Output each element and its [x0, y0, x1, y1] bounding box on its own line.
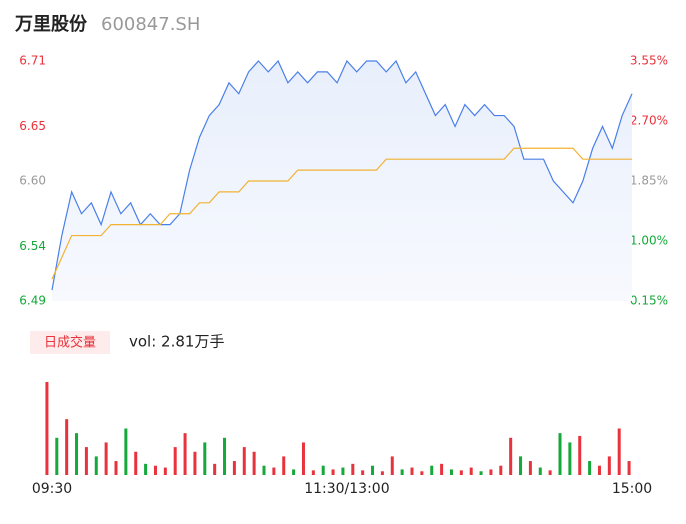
volume-bar: [627, 461, 631, 475]
volume-bar: [94, 456, 98, 475]
volume-bar: [479, 471, 483, 475]
volume-bar: [449, 469, 453, 475]
volume-bar: [282, 456, 286, 475]
volume-bar: [203, 442, 207, 475]
volume-bar: [509, 437, 513, 475]
volume-bar: [371, 465, 375, 475]
volume-bar: [351, 463, 355, 475]
volume-bar: [321, 465, 325, 475]
volume-bar: [380, 471, 384, 475]
volume-bar: [548, 470, 552, 475]
volume-bar: [597, 465, 601, 475]
volume-bar: [242, 447, 246, 475]
volume-bar: [163, 467, 167, 475]
volume-bar: [252, 451, 256, 475]
volume-bar: [104, 442, 108, 475]
volume-bar: [232, 461, 236, 475]
volume-bar: [410, 467, 414, 475]
volume-bar: [400, 469, 404, 475]
volume-bar: [528, 461, 532, 475]
x-tick-label: 15:00: [612, 481, 652, 497]
volume-bar: [124, 428, 128, 475]
y-tick-label: 6.71: [19, 54, 46, 68]
x-tick-label: 11:30/13:00: [304, 481, 389, 497]
stock-name: 万里股份: [14, 13, 88, 35]
volume-bar: [420, 471, 424, 475]
y-tick-label: 6.54: [19, 239, 46, 253]
volume-title: 日成交量: [44, 335, 96, 351]
volume-bar: [489, 469, 493, 475]
y2-tick-label: 1.00%: [630, 234, 668, 248]
volume-bar: [341, 467, 345, 475]
volume-bar: [134, 451, 138, 475]
volume-bar: [361, 470, 365, 475]
volume-bar: [114, 461, 118, 475]
volume-bar: [578, 435, 582, 475]
x-tick-label: 09:30: [32, 481, 72, 497]
volume-bar: [272, 467, 276, 475]
volume-bar: [75, 433, 79, 475]
volume-bar: [568, 442, 572, 475]
volume-bar: [301, 442, 305, 475]
volume-bar: [499, 465, 503, 475]
volume-bar: [558, 433, 562, 475]
average-line: [51, 147, 632, 280]
volume-bar: [617, 428, 621, 475]
volume-bar: [45, 382, 49, 475]
volume-bar: [588, 461, 592, 475]
stock-code: 600847.SH: [101, 14, 200, 35]
volume-bar: [459, 470, 463, 475]
volume-bar: [213, 463, 217, 475]
volume-bar: [469, 467, 473, 475]
volume-bar: [183, 433, 187, 475]
volume-badge: [30, 331, 110, 354]
volume-summary: vol: 2.81万手: [129, 333, 224, 351]
volume-bar: [65, 419, 69, 475]
y-tick-label: 6.60: [19, 174, 46, 188]
volume-bar: [331, 469, 335, 475]
volume-bar: [311, 470, 315, 475]
y2-tick-label: 1.85%: [630, 174, 668, 188]
volume-bar: [538, 467, 542, 475]
price-area: [52, 61, 632, 301]
volume-bar: [193, 451, 197, 475]
volume-bar: [223, 437, 227, 475]
volume-bar: [262, 465, 266, 475]
y2-tick-label: 3.55%: [630, 54, 668, 68]
volume-bar: [390, 456, 394, 475]
volume-bar: [173, 447, 177, 475]
y-tick-label: 6.65: [19, 119, 46, 133]
volume-bar: [607, 456, 611, 475]
y-tick-label: 6.49: [19, 294, 46, 308]
volume-bar: [55, 437, 59, 475]
y2-tick-label: 0.15%: [630, 294, 668, 308]
volume-bar: [440, 463, 444, 475]
volume-bar: [144, 463, 148, 475]
volume-bar: [153, 465, 157, 475]
y2-tick-label: 2.70%: [630, 114, 668, 128]
volume-bar: [292, 469, 296, 475]
volume-bar: [519, 456, 523, 475]
volume-bar: [84, 447, 88, 475]
volume-bar: [430, 465, 434, 475]
price-line: [51, 59, 633, 291]
